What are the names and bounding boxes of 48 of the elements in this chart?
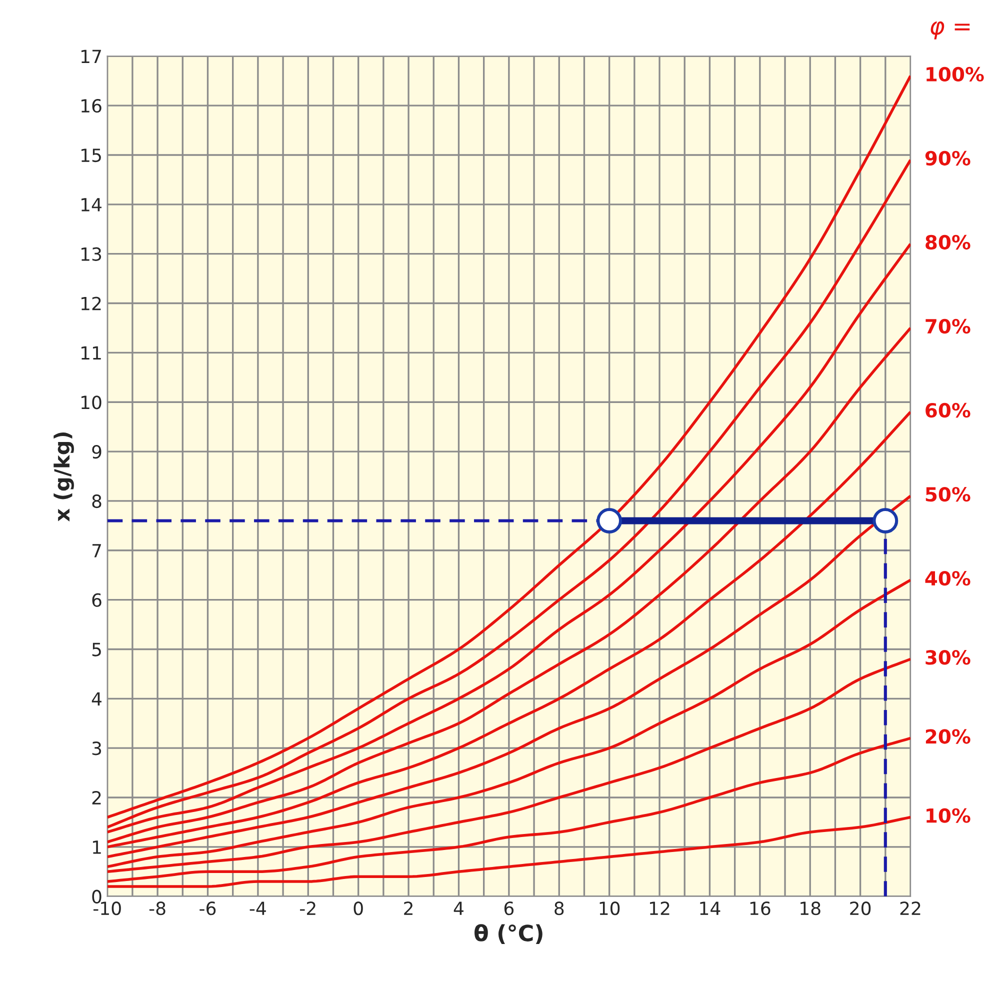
series-label: 10% (926, 808, 970, 823)
x-tick-label: 12 (650, 902, 670, 915)
series-label: 30% (926, 650, 970, 665)
x-tick-label: 4 (454, 902, 464, 915)
x-tick-label: 8 (554, 902, 564, 916)
x-tick-label: 22 (900, 902, 920, 915)
y-tick-label: 4 (92, 692, 102, 706)
y-tick-label: 9 (92, 444, 102, 459)
series-label: 100% (926, 66, 984, 82)
text: φ = (930, 21, 970, 40)
x-tick-label: 14 (700, 902, 720, 915)
x-tick-label: 16 (750, 902, 770, 916)
y-tick-label: 10 (82, 396, 102, 410)
y-tick-label: 12 (82, 296, 101, 310)
y-tick-label: 16 (82, 99, 102, 113)
x-tick-label: 6 (504, 902, 514, 916)
y-tick-label: 6 (92, 593, 102, 607)
y-tick-label: 7 (92, 544, 101, 558)
x-tick-label: -8 (149, 902, 166, 916)
x-tick-label: 2 (404, 902, 412, 915)
y-tick-label: 15 (82, 148, 101, 162)
y-tick-label: 3 (92, 742, 102, 756)
series-label: 80% (926, 234, 970, 250)
series-label: 50% (926, 486, 970, 502)
y-tick-label: 14 (82, 198, 102, 212)
x-tick-label: -4 (250, 902, 266, 915)
x-tick-label: 18 (800, 902, 820, 916)
y-tick-label: 1 (92, 840, 101, 854)
x-tick-label: 10 (600, 902, 620, 916)
series-label: 90% (925, 150, 970, 166)
x-axis-title: θ (°C) (474, 924, 542, 944)
y-tick-label: 11 (82, 346, 101, 360)
x-tick-label: 20 (850, 902, 871, 916)
x-tick-label: -2 (300, 902, 316, 915)
y-tick-label: 8 (92, 494, 102, 508)
y-tick-label: 5 (92, 642, 101, 656)
y-tick-label: 0 (92, 890, 102, 904)
series-label: 40% (925, 570, 970, 586)
y-tick-label: 2 (92, 790, 101, 804)
y-tick-label: 13 (82, 247, 102, 261)
series-label: 20% (926, 729, 970, 744)
series-label: 60% (926, 402, 970, 418)
y-axis-title: x (g/kg) (54, 432, 74, 522)
x-tick-label: -10 (93, 902, 121, 916)
x-tick-label: -6 (200, 902, 216, 916)
x-tick-label: 0 (354, 902, 363, 916)
series-label: 70% (926, 318, 970, 334)
y-tick-label: 17 (82, 50, 101, 64)
